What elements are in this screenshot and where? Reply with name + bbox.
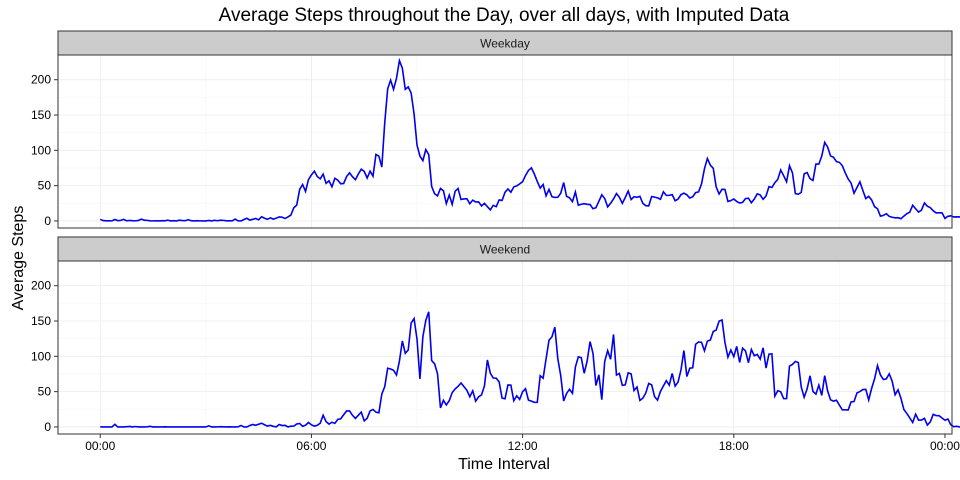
- y-tick-label-weekend: 0: [44, 420, 51, 434]
- y-tick-label-weekday: 50: [38, 179, 52, 193]
- x-tick-label: 00:00: [930, 439, 960, 453]
- x-tick-label: 00:00: [85, 439, 115, 453]
- y-tick-label-weekday: 200: [31, 73, 51, 87]
- strip-label-weekend: Weekend: [480, 243, 530, 257]
- panel-border-weekday: [57, 54, 953, 229]
- strip-label-weekday: Weekday: [480, 37, 530, 51]
- y-axis-weekday: 0 50 100 150 200: [31, 73, 58, 228]
- panel-weekday: Weekday 0 50 100 150 200: [31, 30, 960, 229]
- x-axis: 00:00 06:00 12:00 18:00 00:00: [85, 434, 960, 453]
- y-tick-label-weekend: 50: [38, 385, 52, 399]
- y-tick-label-weekend: 200: [31, 279, 51, 293]
- strip-weekend: [57, 236, 953, 262]
- grid-weekend: [58, 261, 952, 434]
- y-tick-label-weekend: 150: [31, 314, 51, 328]
- x-tick-label: 12:00: [508, 439, 538, 453]
- x-axis-title: Time Interval: [458, 456, 550, 473]
- strip-weekday: [57, 30, 953, 56]
- y-tick-label-weekday: 100: [31, 143, 51, 157]
- y-axis-title: Average Steps: [10, 206, 27, 311]
- y-tick-label-weekday: 150: [31, 108, 51, 122]
- series-line-weekend: [100, 311, 960, 428]
- x-tick-label: 18:00: [719, 439, 749, 453]
- grid-weekday: [58, 55, 952, 228]
- panel-weekend: Weekend 0 50 100 150 200: [31, 236, 960, 435]
- chart-title: Average Steps throughout the Day, over a…: [219, 5, 790, 26]
- x-tick-label: 06:00: [296, 439, 326, 453]
- panel-border-weekend: [57, 260, 953, 435]
- y-tick-label-weekend: 100: [31, 349, 51, 363]
- y-axis-weekend: 0 50 100 150 200: [31, 279, 58, 434]
- y-tick-label-weekday: 0: [44, 214, 51, 228]
- series-line-weekday: [99, 57, 960, 222]
